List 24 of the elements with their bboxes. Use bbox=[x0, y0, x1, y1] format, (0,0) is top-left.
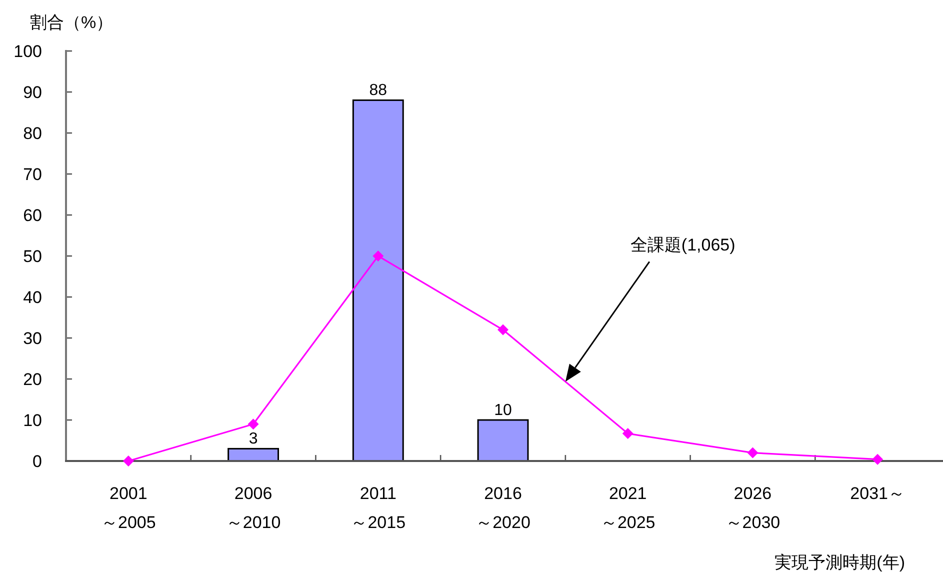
xtick-label: 2031～ bbox=[850, 484, 905, 503]
xtick-label: 2021 ～2025 bbox=[600, 484, 656, 532]
ytick-label: 0 bbox=[32, 452, 42, 471]
xtick-label: 2026 ～2030 bbox=[725, 484, 780, 532]
xtick-label: 2011 ～2015 bbox=[350, 484, 406, 532]
ytick-label: 70 bbox=[23, 165, 42, 184]
data-label: 88 bbox=[369, 82, 388, 100]
data-label: 3 bbox=[248, 430, 258, 448]
ytick-label: 80 bbox=[23, 124, 42, 143]
ytick-label: 60 bbox=[23, 206, 42, 225]
ytick-label: 40 bbox=[23, 288, 42, 307]
ytick-label: 90 bbox=[23, 83, 42, 102]
ylabel: 割合（%） bbox=[30, 13, 114, 32]
xtick-label: 2001 ～2005 bbox=[101, 484, 156, 532]
series-label: 全課題(1,065) bbox=[630, 236, 736, 255]
xlabel: 実現予測時期(年) bbox=[774, 553, 905, 572]
xtick-label: 2006 ～2010 bbox=[226, 484, 281, 532]
xtick-label: 2016 ～2020 bbox=[476, 484, 530, 532]
data-label: 10 bbox=[494, 402, 512, 419]
ytick-label: 100 bbox=[14, 42, 42, 61]
ytick-label: 30 bbox=[23, 329, 42, 348]
ytick-label: 20 bbox=[23, 370, 42, 389]
ytick-label: 50 bbox=[23, 247, 42, 266]
ytick-label: 10 bbox=[23, 411, 42, 430]
